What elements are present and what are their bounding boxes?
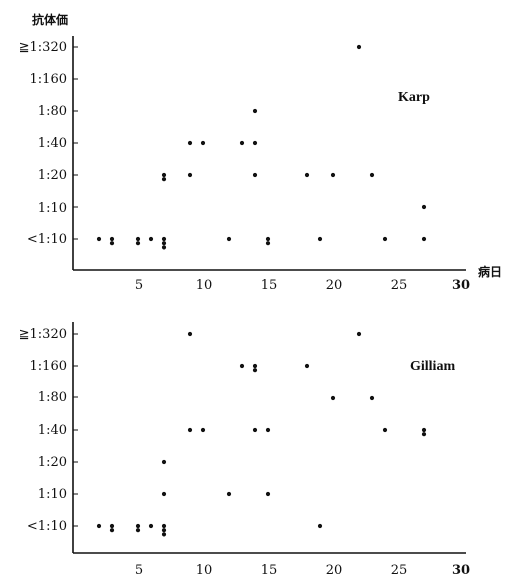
data-point bbox=[96, 523, 102, 529]
data-point bbox=[109, 241, 115, 246]
x-tick-label: 25 bbox=[391, 563, 408, 578]
y-tick-label: ≧1:320 bbox=[19, 40, 67, 55]
x-tick-label: 20 bbox=[326, 278, 343, 293]
data-point bbox=[135, 236, 141, 242]
data-point bbox=[252, 368, 258, 373]
y-tick-label: 1:20 bbox=[38, 168, 67, 183]
y-tick-label: ≧1:320 bbox=[19, 327, 67, 342]
data-point bbox=[187, 331, 193, 337]
data-point bbox=[200, 427, 206, 433]
data-point bbox=[161, 459, 167, 465]
data-point bbox=[148, 236, 154, 242]
data-point bbox=[356, 44, 362, 50]
data-point bbox=[356, 331, 362, 337]
data-point bbox=[187, 140, 193, 146]
data-point bbox=[265, 491, 271, 497]
data-point bbox=[135, 523, 141, 529]
y-tick-label: 1:20 bbox=[38, 455, 67, 470]
data-point bbox=[252, 140, 258, 146]
data-point bbox=[369, 395, 375, 401]
x-tick-label: 5 bbox=[135, 278, 143, 293]
y-tick-label: 1:40 bbox=[38, 423, 67, 438]
data-point bbox=[421, 204, 427, 210]
x-tick-label: 10 bbox=[196, 563, 213, 578]
data-point bbox=[161, 528, 167, 533]
data-point bbox=[304, 363, 310, 369]
x-tick-label: 30 bbox=[452, 563, 470, 578]
data-point bbox=[135, 528, 141, 533]
data-point bbox=[382, 427, 388, 433]
data-point bbox=[109, 523, 115, 529]
data-point bbox=[161, 532, 167, 537]
data-point bbox=[265, 427, 271, 433]
y-tick-label: <1:10 bbox=[27, 519, 67, 534]
y-ticks bbox=[73, 46, 78, 240]
y-tick-label: 1:160 bbox=[30, 359, 67, 374]
y-tick-label: 1:40 bbox=[38, 136, 67, 151]
data-point bbox=[317, 523, 323, 529]
data-point bbox=[135, 241, 141, 246]
y-tick-label: 1:160 bbox=[30, 72, 67, 87]
data-point bbox=[148, 523, 154, 529]
data-point bbox=[304, 172, 310, 178]
data-point bbox=[265, 236, 271, 242]
y-tick-labels: <1:10 1:10 1:20 1:40 1:80 1:160 ≧1:320 bbox=[19, 40, 67, 247]
data-point bbox=[330, 172, 336, 178]
data-point bbox=[252, 363, 258, 369]
data-point bbox=[200, 140, 206, 146]
data-point bbox=[317, 236, 323, 242]
data-point bbox=[330, 395, 336, 401]
data-point bbox=[226, 236, 232, 242]
data-point bbox=[382, 236, 388, 242]
scatter-points-karp bbox=[96, 44, 427, 250]
y-tick-label: 1:10 bbox=[38, 201, 67, 216]
data-point bbox=[109, 528, 115, 533]
x-tick-label: 10 bbox=[196, 278, 213, 293]
data-point bbox=[161, 172, 167, 178]
data-point bbox=[96, 236, 102, 242]
data-point bbox=[421, 427, 427, 433]
data-point bbox=[161, 245, 167, 250]
data-point bbox=[161, 241, 167, 246]
x-tick-labels: 5 10 15 20 25 30 bbox=[135, 563, 470, 578]
data-point bbox=[421, 236, 427, 242]
series-label-gilliam: Gilliam bbox=[410, 359, 455, 374]
chart-karp: 抗体価 病日 Karp <1:10 1:10 1:20 1:40 1:80 1:… bbox=[19, 12, 502, 293]
x-tick-label: 15 bbox=[261, 563, 278, 578]
x-axis-title: 病日 bbox=[478, 264, 502, 279]
data-point bbox=[109, 236, 115, 242]
y-tick-label: 1:80 bbox=[38, 390, 67, 405]
x-tick-label: 30 bbox=[452, 278, 470, 293]
data-point bbox=[239, 140, 245, 146]
x-tick-label: 20 bbox=[326, 563, 343, 578]
x-tick-label: 15 bbox=[261, 278, 278, 293]
y-tick-labels: <1:10 1:10 1:20 1:40 1:80 1:160 ≧1:320 bbox=[19, 327, 67, 534]
x-tick-label: 25 bbox=[391, 278, 408, 293]
y-tick-label: 1:10 bbox=[38, 487, 67, 502]
chart-gilliam: Gilliam <1:10 1:10 1:20 1:40 1:80 1:160 … bbox=[19, 322, 470, 578]
y-tick-label: <1:10 bbox=[27, 232, 67, 247]
y-ticks bbox=[73, 333, 78, 527]
y-tick-label: 1:80 bbox=[38, 104, 67, 119]
data-point bbox=[421, 432, 427, 437]
data-point bbox=[239, 363, 245, 369]
data-point bbox=[369, 172, 375, 178]
scatter-points-gilliam bbox=[96, 331, 427, 537]
x-tick-label: 5 bbox=[135, 563, 143, 578]
series-label-karp: Karp bbox=[398, 90, 430, 105]
data-point bbox=[252, 427, 258, 433]
x-tick-labels: 5 10 15 20 25 30 bbox=[135, 278, 470, 293]
data-point bbox=[161, 236, 167, 242]
data-point bbox=[252, 172, 258, 178]
y-axis-title: 抗体価 bbox=[32, 12, 68, 27]
data-point bbox=[161, 523, 167, 529]
data-point bbox=[161, 491, 167, 497]
data-point bbox=[161, 177, 167, 182]
data-point bbox=[187, 427, 193, 433]
data-point bbox=[265, 241, 271, 246]
data-point bbox=[226, 491, 232, 497]
data-point bbox=[252, 108, 258, 114]
data-point bbox=[187, 172, 193, 178]
